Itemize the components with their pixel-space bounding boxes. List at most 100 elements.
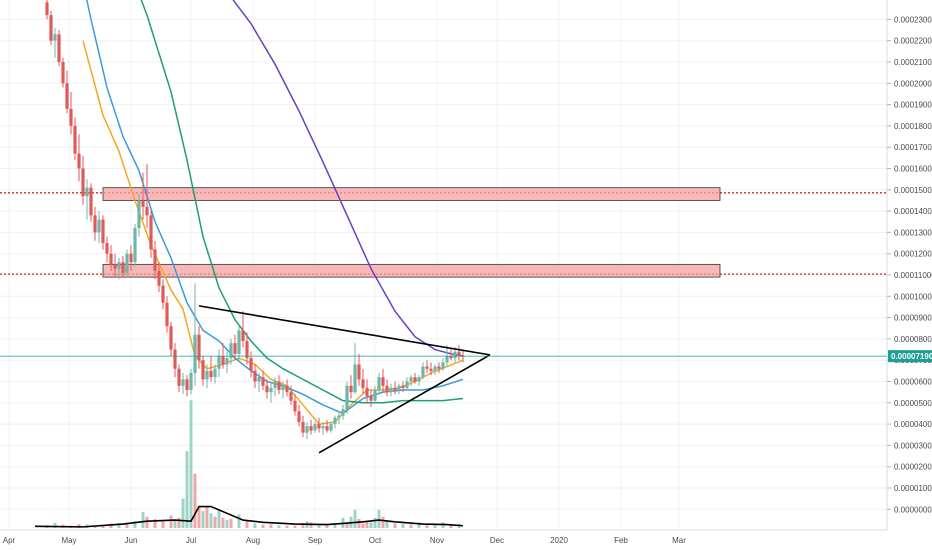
candle-body	[429, 368, 433, 371]
volume-bar	[153, 518, 157, 528]
volume-bar	[245, 521, 249, 528]
volume-bar	[225, 520, 229, 528]
volume-bar	[277, 525, 281, 528]
candle-body	[381, 377, 385, 386]
time-tick-label: Nov	[430, 536, 444, 545]
candle-body	[377, 377, 381, 391]
candle-body	[253, 370, 257, 382]
volume-bar	[237, 514, 241, 528]
candle-body	[81, 168, 85, 197]
volume-bar	[169, 515, 173, 528]
time-tick-label: Jul	[186, 536, 196, 545]
candle-body	[345, 385, 349, 410]
time-axis-ticks[interactable]: Apr May Jun Jul Aug Sep Oct Nov Dec 2020 Feb Mar	[3, 536, 686, 545]
candle-body	[65, 83, 69, 109]
time-tick-label: Apr	[3, 536, 16, 545]
candle-body	[45, 2, 49, 16]
candle-body	[181, 379, 185, 386]
candle-body	[73, 125, 77, 154]
candle-body	[385, 385, 389, 393]
moving-average-ma-long	[232, 0, 464, 357]
volume-bar	[361, 523, 365, 528]
candle-body	[325, 426, 329, 431]
candle-body	[405, 381, 409, 388]
candle-body	[269, 387, 273, 393]
candle-body	[101, 219, 105, 244]
candle-body	[217, 355, 221, 369]
candle-body	[369, 396, 373, 401]
candle-body	[361, 379, 365, 388]
candle-body	[221, 355, 225, 365]
candle-body	[393, 387, 397, 391]
candle-body	[413, 377, 417, 382]
candle-body	[349, 385, 353, 393]
candle-body	[425, 366, 429, 369]
volume-bar	[253, 523, 257, 528]
time-tick-label: 2020	[550, 536, 568, 545]
volume-bar	[221, 517, 225, 528]
volume-bar	[217, 509, 221, 528]
candle-body	[357, 364, 361, 380]
volume-bar	[189, 400, 193, 528]
moving-average-ma-slow	[140, 0, 464, 404]
time-tick-label: Aug	[246, 536, 260, 545]
candle-body	[177, 368, 181, 386]
candle-body	[293, 400, 297, 412]
volume-bar	[377, 509, 381, 528]
last-price-label: 0.00007190	[891, 352, 932, 361]
candle-body	[249, 358, 253, 371]
candle-body	[185, 379, 189, 391]
volume-bar	[161, 521, 165, 528]
candle-body	[209, 370, 213, 378]
candle-body	[257, 377, 261, 382]
volume-bar	[325, 524, 329, 528]
candle-body	[301, 421, 305, 433]
volume-bar	[317, 524, 321, 528]
candle-body	[57, 34, 61, 62]
candle-body	[109, 253, 113, 265]
candle-body	[261, 377, 265, 386]
candle-body	[197, 334, 201, 361]
candle-body	[437, 366, 441, 369]
candle-body	[389, 387, 393, 393]
time-axis-background	[0, 530, 932, 550]
candle-body	[193, 334, 197, 373]
candle-body	[189, 372, 193, 391]
candle-body	[297, 411, 301, 422]
candle-body	[277, 381, 281, 391]
candle-body	[341, 409, 345, 416]
candle-body	[317, 424, 321, 429]
trendlines	[198, 305, 491, 454]
volume-bar	[209, 513, 213, 528]
volume-bar	[117, 522, 121, 528]
candle-body	[69, 108, 73, 126]
candle-body	[233, 343, 237, 354]
volume-bar	[201, 511, 205, 528]
volume-bar	[425, 524, 429, 528]
time-tick-label: May	[61, 536, 76, 545]
time-tick-label: Dec	[490, 536, 504, 545]
price-axis-background	[887, 0, 932, 530]
candle-body	[333, 417, 337, 425]
volume-bar	[285, 525, 289, 528]
volume-bar	[333, 523, 337, 528]
volume-bar	[269, 524, 273, 528]
volume-bar	[373, 517, 377, 528]
candle-body	[305, 426, 309, 433]
time-tick-label: Feb	[614, 536, 628, 545]
candle-body	[157, 270, 161, 286]
candle-body	[281, 385, 285, 391]
time-tick-label: Sep	[308, 536, 323, 545]
volume-bar	[293, 525, 297, 528]
candle-body	[161, 285, 165, 303]
